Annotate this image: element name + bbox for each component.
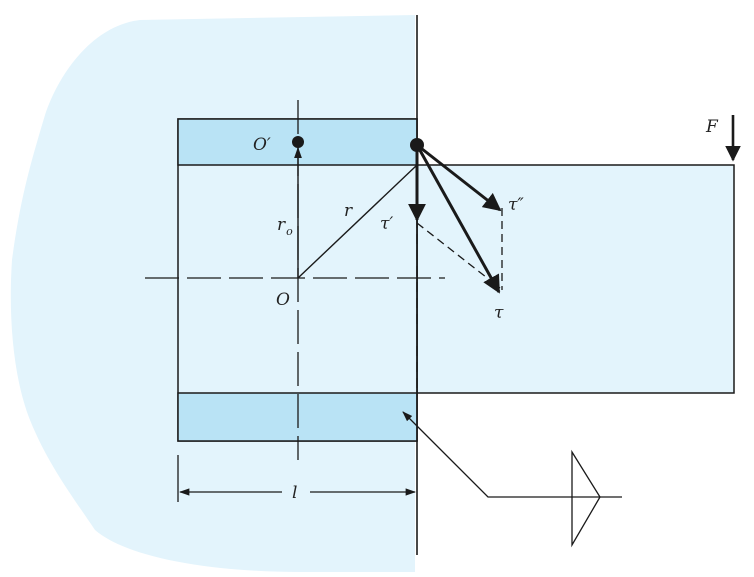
force-label: F (705, 117, 719, 137)
critical-point-dot (410, 138, 424, 152)
radius-r-label: r (344, 201, 353, 221)
length-label: l (292, 483, 297, 503)
centroid-label: O (276, 290, 290, 310)
tau-prime-label: τ′ (380, 214, 393, 234)
radius-r-line (297, 164, 418, 279)
radius-ro-symbol: r (277, 215, 286, 235)
centroid-prime-dot (292, 136, 304, 148)
tau-resultant-vector (415, 144, 501, 294)
tau-prime-dashed-construction (416, 222, 501, 289)
radius-ro-label: ro (277, 215, 293, 238)
weld-symbol-fillet (571, 449, 601, 548)
weld-symbol-leader (402, 411, 622, 498)
radius-ro-subscript: o (286, 225, 293, 238)
tau-double-prime-label: τ″ (508, 195, 524, 215)
attached-bar (416, 164, 735, 394)
tau-double-prime-vector (416, 143, 502, 212)
centroid-prime-label: O′ (253, 135, 271, 155)
tau-label: τ (494, 303, 504, 323)
